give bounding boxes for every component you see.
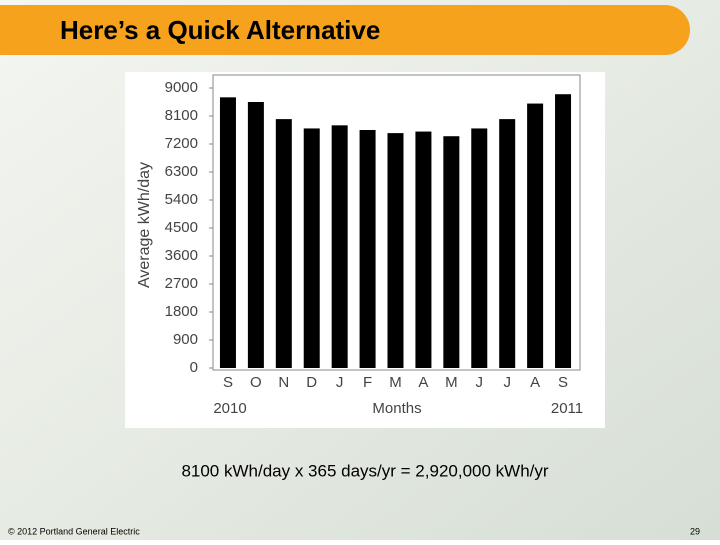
page-number: 29 bbox=[690, 526, 700, 536]
y-axis-label: Average kWh/day bbox=[136, 162, 153, 288]
x-tick-label: D bbox=[306, 374, 317, 391]
x-tick-label: J bbox=[336, 374, 344, 391]
bar bbox=[415, 131, 432, 368]
x-tick-label: N bbox=[278, 374, 289, 391]
y-tick-label: 6300 bbox=[165, 163, 198, 180]
y-tick-label: 7200 bbox=[165, 135, 198, 152]
bar bbox=[387, 133, 404, 368]
y-tick-label: 1800 bbox=[165, 303, 198, 320]
bar bbox=[219, 97, 236, 368]
bar bbox=[471, 128, 488, 368]
caption: 8100 kWh/day x 365 days/yr = 2,920,000 k… bbox=[181, 461, 548, 480]
x-axis-label: Months bbox=[372, 400, 421, 417]
x-tick-label: M bbox=[389, 374, 402, 391]
x-tick-label: F bbox=[363, 374, 372, 391]
y-tick-label: 2700 bbox=[165, 275, 198, 292]
bar bbox=[527, 103, 544, 369]
x-tick-label: J bbox=[503, 374, 511, 391]
footer: © 2012 Portland General Electric bbox=[8, 526, 140, 536]
y-tick-label: 5400 bbox=[165, 191, 198, 208]
y-tick-label: 3600 bbox=[165, 247, 198, 264]
plot-frame bbox=[212, 74, 581, 371]
title-bar bbox=[0, 5, 690, 55]
bar bbox=[499, 119, 516, 368]
x-tick-label: S bbox=[223, 374, 233, 391]
x-tick-label: O bbox=[250, 374, 262, 391]
x-tick-label: M bbox=[445, 374, 458, 391]
x-tick-label: A bbox=[530, 374, 540, 391]
slide-title: Here’s a Quick Alternative bbox=[60, 15, 380, 45]
y-tick-label: 900 bbox=[173, 331, 198, 348]
y-tick-label: 8100 bbox=[165, 107, 198, 124]
x-tick-label: A bbox=[418, 374, 428, 391]
y-tick-label: 0 bbox=[190, 359, 198, 376]
y-tick-label: 4500 bbox=[165, 219, 198, 236]
bar bbox=[331, 125, 348, 368]
x-tick-label: J bbox=[476, 374, 484, 391]
bar bbox=[247, 102, 264, 368]
bar bbox=[359, 130, 376, 368]
bar bbox=[443, 136, 460, 368]
y-tick-label: 9000 bbox=[165, 79, 198, 96]
x-tick-label: S bbox=[558, 374, 568, 391]
bar bbox=[555, 94, 572, 368]
period-end: 2011 bbox=[551, 400, 583, 417]
period-start: 2010 bbox=[213, 400, 246, 417]
bar bbox=[275, 119, 292, 368]
bar bbox=[303, 128, 320, 368]
